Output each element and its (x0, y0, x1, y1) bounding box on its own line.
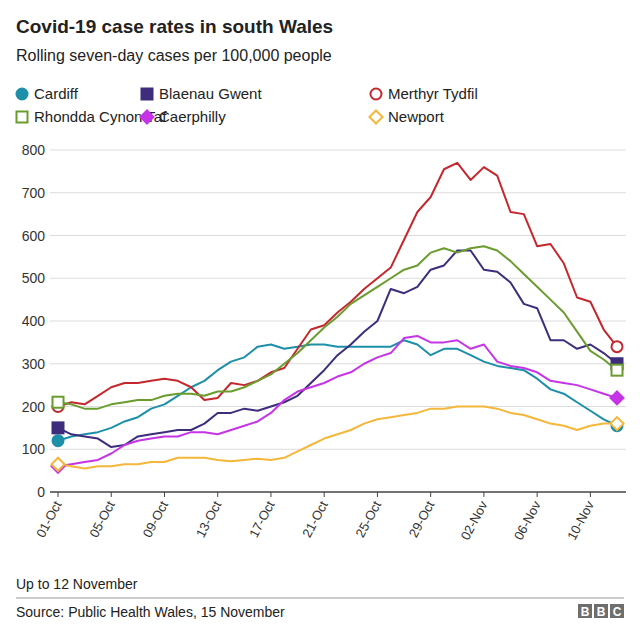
x-tick (111, 492, 112, 497)
marker (612, 341, 623, 352)
y-tick-label: 0 (37, 484, 45, 500)
legend: Cardiff Blaenau Gwent Merthyr Tydfil Rhondd… (17, 85, 478, 125)
y-tick-label: 500 (22, 270, 46, 286)
marker (142, 89, 153, 100)
x-tick-label: 13-Oct (193, 498, 225, 540)
source: Source: Public Health Wales, 15 November (16, 604, 285, 620)
marker (370, 111, 383, 124)
marker (371, 89, 382, 100)
series-line (58, 246, 617, 408)
series-line (58, 163, 617, 407)
note: Up to 12 November (16, 576, 138, 592)
marker (53, 422, 64, 433)
marker (53, 435, 64, 446)
marker (611, 391, 624, 404)
y-tick-label: 200 (22, 399, 46, 415)
legend-label: Newport (388, 108, 445, 125)
x-tick-label: 10-Nov (564, 498, 597, 542)
legend-item: Blaenau Gwent (142, 85, 263, 102)
x-tick-label: 01-Oct (33, 498, 65, 540)
marker (53, 397, 64, 408)
grid-line (50, 150, 626, 151)
x-tick (58, 492, 59, 497)
x-tick (270, 492, 271, 497)
legend-label: Merthyr Tydfil (388, 85, 478, 102)
legend-label: Cardiff (34, 85, 79, 102)
legend-item: Caerphilly (141, 108, 227, 125)
grid-line (50, 406, 626, 407)
y-tick-label: 100 (22, 441, 46, 457)
chart: Covid-19 case rates in south Wales Rollin… (0, 0, 640, 643)
logo-letter: C (613, 605, 622, 619)
marker (17, 89, 28, 100)
legend-item: Rhondda Cynon Taf (17, 108, 168, 125)
legend-label: Blaenau Gwent (159, 85, 262, 102)
grid (50, 150, 626, 492)
y-tick-label: 600 (22, 228, 46, 244)
x-tick (164, 492, 165, 497)
logo-letter: B (581, 605, 590, 619)
x-tick-label: 21-Oct (299, 498, 331, 540)
x-tick (377, 492, 378, 497)
x-tick (430, 492, 431, 497)
y-tick-label: 400 (22, 313, 46, 329)
logo: BBC (578, 604, 624, 619)
grid-line (50, 492, 626, 493)
footer-rule (16, 598, 624, 599)
legend-item: Cardiff (17, 85, 79, 102)
y-tick-label: 700 (22, 185, 46, 201)
x-tick-label: 06-Nov (511, 498, 544, 542)
marker (141, 111, 154, 124)
logo-letter: B (597, 605, 606, 619)
grid-line (50, 235, 626, 236)
series-line (58, 407, 617, 469)
marker (611, 417, 624, 430)
grid-line (50, 363, 626, 364)
x-tick-label: 17-Oct (246, 498, 278, 540)
y-tick-label: 800 (22, 142, 46, 158)
logo-box (578, 604, 592, 618)
series-line (58, 336, 617, 466)
marker (17, 112, 28, 123)
grid-line (50, 192, 626, 193)
x-tick (324, 492, 325, 497)
y-tick-label: 300 (22, 356, 46, 372)
marker (52, 458, 65, 471)
x-tick (483, 492, 484, 497)
x-tick-label: 05-Oct (86, 498, 118, 540)
grid-line (50, 449, 626, 450)
logo-text: BBC (581, 605, 622, 619)
x-tick (537, 492, 538, 497)
marker (612, 365, 623, 376)
logo-box (610, 604, 624, 618)
legend-label: Caerphilly (159, 108, 226, 125)
x-tick-label: 02-Nov (458, 498, 491, 542)
x-tick-label: 25-Oct (353, 498, 385, 540)
data (52, 163, 624, 473)
x-tick-label: 09-Oct (140, 498, 172, 540)
x-tick (590, 492, 591, 497)
grid-line (50, 321, 626, 322)
subtitle: Rolling seven-day cases per 100,000 peop… (16, 47, 332, 64)
x-tick (217, 492, 218, 497)
grid-line (50, 278, 626, 279)
legend-label: Rhondda Cynon Taf (34, 108, 167, 125)
x-tick-label: 29-Oct (406, 498, 438, 540)
logo-box (594, 604, 608, 618)
legend-item: Newport (370, 108, 445, 125)
x-axis (50, 492, 626, 493)
title: Covid-19 case rates in south Wales (16, 16, 333, 37)
legend-item: Merthyr Tydfil (371, 85, 478, 102)
